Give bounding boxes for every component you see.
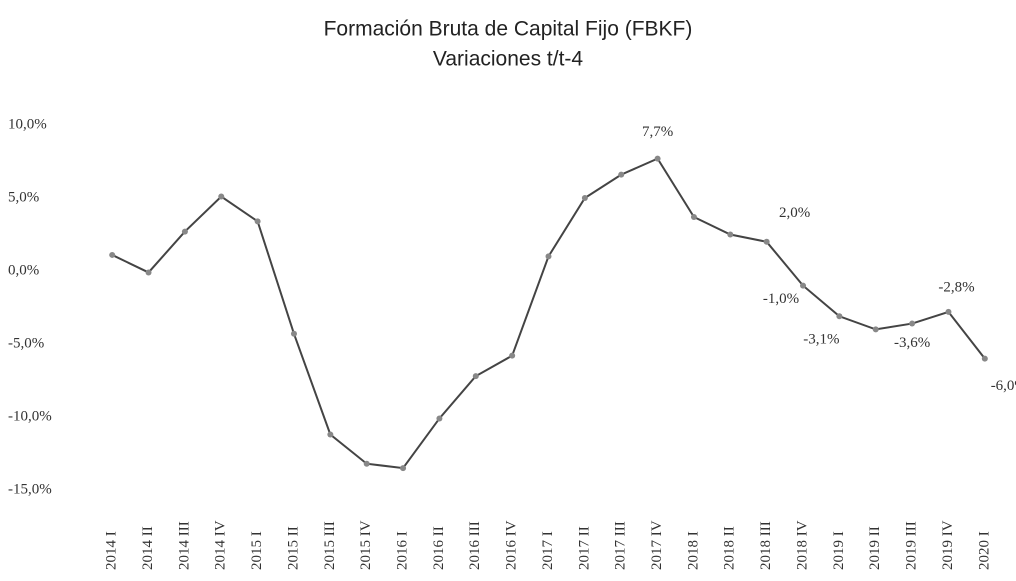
x-tick-label: 2014 II — [140, 526, 156, 570]
x-tick-label: 2016 II — [431, 526, 447, 570]
point — [145, 269, 152, 276]
point — [363, 460, 370, 467]
x-tick-label: 2014 III — [176, 521, 192, 570]
x-tick-label: 2014 IV — [213, 520, 229, 570]
point — [981, 355, 988, 362]
data-label: -6,0% — [991, 378, 1016, 394]
point — [800, 282, 807, 289]
point — [327, 431, 334, 438]
x-tick-label: 2019 I — [831, 531, 847, 570]
point — [545, 253, 552, 260]
x-tick-label: 2018 IV — [794, 520, 810, 570]
point — [872, 326, 879, 333]
point — [218, 193, 225, 200]
chart-subtitle: Variaciones t/t-4 — [433, 48, 583, 71]
y-tick-label: 5,0% — [8, 189, 39, 205]
point — [836, 313, 843, 320]
x-tick-label: 2015 IV — [358, 520, 374, 570]
point — [290, 330, 297, 337]
x-tick-label: 2019 II — [867, 526, 883, 570]
x-tick-label: 2016 I — [394, 531, 410, 570]
x-tick-label: 2017 IV — [649, 520, 665, 570]
point — [254, 218, 261, 225]
x-tick-label: 2015 II — [285, 526, 301, 570]
point — [400, 465, 407, 472]
x-tick-label: 2019 III — [904, 521, 920, 570]
data-label: -2,8% — [938, 279, 974, 295]
point — [181, 228, 188, 235]
point — [618, 171, 625, 178]
y-tick-label: 0,0% — [8, 262, 39, 278]
chart-title: Formación Bruta de Capital Fijo (FBKF) — [324, 18, 693, 41]
data-label: 7,7% — [642, 124, 673, 140]
x-tick-label: 2018 II — [722, 526, 738, 570]
x-tick-label: 2016 III — [467, 521, 483, 570]
point — [763, 238, 770, 245]
x-tick-label: 2017 I — [540, 531, 556, 570]
x-tick-label: 2015 III — [322, 521, 338, 570]
y-tick-label: 10,0% — [8, 116, 47, 132]
x-tick-label: 2018 III — [758, 521, 774, 570]
data-label: -3,6% — [894, 335, 930, 351]
x-tick-label: 2017 III — [613, 521, 629, 570]
point — [690, 213, 697, 220]
data-label: -3,1% — [803, 332, 839, 348]
point — [472, 373, 479, 380]
x-tick-label: 2020 I — [976, 531, 992, 570]
point — [945, 308, 952, 315]
point — [727, 231, 734, 238]
point — [509, 352, 516, 359]
x-tick-label: 2015 I — [249, 531, 265, 570]
x-tick-label: 2017 II — [576, 526, 592, 570]
series-line — [111, 157, 986, 470]
x-tick-label: 2014 I — [104, 531, 120, 570]
x-tick-label: 2016 IV — [504, 520, 520, 570]
y-tick-label: -5,0% — [8, 335, 44, 351]
point — [654, 155, 661, 162]
x-tick-label: 2018 I — [685, 531, 701, 570]
point — [109, 251, 116, 258]
y-tick-label: -10,0% — [8, 408, 52, 424]
data-label: 2,0% — [779, 205, 810, 221]
x-tick-label: 2019 IV — [940, 520, 956, 570]
point — [436, 415, 443, 422]
data-label: -1,0% — [763, 291, 799, 307]
y-tick-label: -15,0% — [8, 481, 52, 497]
point — [581, 195, 588, 201]
point — [909, 320, 916, 327]
